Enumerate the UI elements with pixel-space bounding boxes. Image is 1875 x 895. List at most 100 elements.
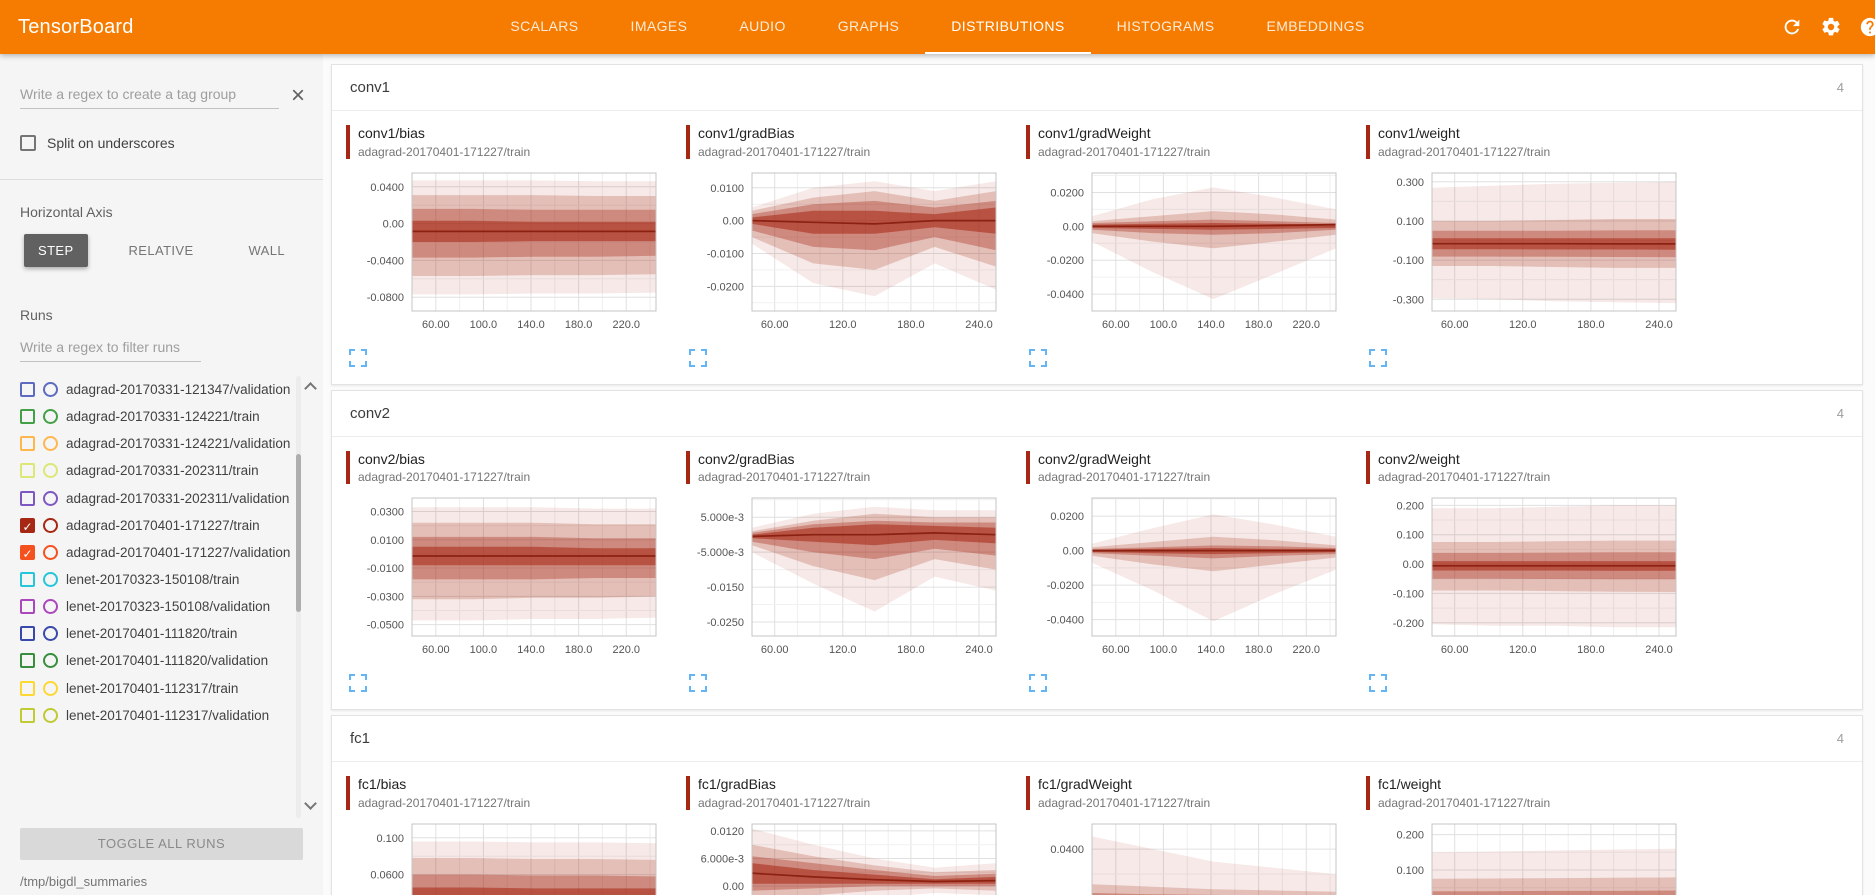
svg-text:0.00: 0.00 [723, 215, 744, 227]
expand-chart-button[interactable] [1028, 672, 1050, 694]
run-radio[interactable] [43, 544, 58, 560]
chart-card: fc1/gradBias adagrad-20170401-171227/trai… [678, 776, 1018, 895]
tag-group-conv2: conv2 4 conv2/bias adagrad-20170401-171227/… [331, 389, 1863, 710]
run-checkbox[interactable] [20, 626, 35, 642]
run-row[interactable]: adagrad-20170331-124221/validation [20, 430, 293, 457]
tag-group-name: conv1 [350, 79, 391, 96]
run-row[interactable]: adagrad-20170331-124221/train [20, 403, 293, 430]
tab-graphs[interactable]: GRAPHS [837, 18, 900, 34]
run-radio[interactable] [43, 707, 58, 723]
svg-text:0.00: 0.00 [1063, 894, 1084, 895]
run-regex-input[interactable] [20, 335, 201, 362]
run-row[interactable]: lenet-20170401-112317/validation [20, 702, 293, 729]
run-radio[interactable] [43, 490, 58, 506]
run-row[interactable]: lenet-20170401-112317/train [20, 675, 293, 702]
expand-chart-button[interactable] [688, 347, 710, 369]
tag-group-header[interactable]: fc1 4 [332, 716, 1862, 762]
expand-chart-button[interactable] [1028, 347, 1050, 369]
run-checkbox[interactable] [20, 409, 35, 425]
svg-text:-0.0800: -0.0800 [367, 292, 404, 304]
tab-scalars[interactable]: SCALARS [510, 18, 579, 34]
svg-text:120.0: 120.0 [1509, 644, 1537, 656]
run-radio[interactable] [43, 517, 58, 533]
tag-regex-input[interactable] [20, 82, 279, 109]
run-row[interactable]: adagrad-20170401-171227/train [20, 512, 293, 539]
run-name: adagrad-20170331-124221/train [66, 409, 260, 425]
svg-text:120.0: 120.0 [829, 319, 857, 331]
run-radio[interactable] [43, 409, 58, 425]
run-checkbox[interactable] [20, 382, 35, 397]
chart-tag-name: conv2/gradBias [698, 450, 795, 467]
scroll-down-icon[interactable] [304, 797, 317, 810]
run-radio[interactable] [43, 599, 58, 615]
run-row[interactable]: adagrad-20170331-202311/validation [20, 485, 293, 512]
svg-text:180.0: 180.0 [565, 644, 593, 656]
help-button[interactable] [1859, 15, 1875, 39]
run-radio[interactable] [43, 463, 58, 479]
svg-text:-0.0200: -0.0200 [707, 281, 744, 293]
tag-group-header[interactable]: conv1 4 [332, 65, 1862, 111]
expand-chart-button[interactable] [1368, 672, 1390, 694]
close-icon[interactable]: × [290, 81, 305, 109]
expand-chart-button[interactable] [348, 672, 370, 694]
run-checkbox[interactable] [20, 544, 35, 560]
run-checkbox[interactable] [20, 599, 35, 615]
run-row[interactable]: adagrad-20170401-171227/validation [20, 539, 293, 566]
run-row[interactable]: adagrad-20170331-202311/train [20, 457, 293, 484]
run-radio[interactable] [43, 626, 58, 642]
run-checkbox[interactable] [20, 707, 35, 723]
tag-group-header[interactable]: conv2 4 [332, 391, 1862, 437]
chart-card: conv2/gradWeight adagrad-20170401-171227/… [1018, 450, 1358, 700]
svg-text:100.0: 100.0 [470, 319, 498, 331]
svg-text:60.00: 60.00 [1102, 644, 1130, 656]
axis-step-button[interactable]: STEP [24, 234, 88, 267]
main-content: conv1 4 conv1/bias adagrad-20170401-171227/… [323, 54, 1875, 895]
scroll-up-icon[interactable] [304, 382, 317, 395]
tab-histograms[interactable]: HISTOGRAMS [1116, 18, 1215, 34]
svg-text:0.00: 0.00 [1063, 221, 1084, 233]
run-checkbox[interactable] [20, 436, 35, 452]
svg-text:-0.0500: -0.0500 [367, 620, 404, 632]
run-row[interactable]: lenet-20170323-150108/train [20, 566, 293, 593]
svg-text:140.0: 140.0 [517, 644, 545, 656]
svg-text:0.0100: 0.0100 [370, 535, 404, 547]
runs-scrollbar[interactable] [296, 454, 301, 612]
settings-button[interactable] [1820, 15, 1844, 39]
run-radio[interactable] [43, 436, 58, 452]
axis-wall-button[interactable]: WALL [234, 234, 299, 267]
run-row[interactable]: adagrad-20170331-121347/validation [20, 376, 293, 403]
run-checkbox[interactable] [20, 517, 35, 533]
axis-relative-button[interactable]: RELATIVE [114, 234, 207, 267]
run-checkbox[interactable] [20, 463, 35, 479]
run-row[interactable]: lenet-20170401-111820/validation [20, 647, 293, 674]
run-checkbox[interactable] [20, 680, 35, 696]
checkbox-icon[interactable] [20, 135, 36, 151]
run-checkbox[interactable] [20, 490, 35, 506]
run-radio[interactable] [43, 680, 58, 696]
tab-audio[interactable]: AUDIO [739, 18, 786, 34]
run-radio[interactable] [43, 571, 58, 587]
expand-chart-button[interactable] [688, 672, 710, 694]
run-row[interactable]: lenet-20170401-111820/train [20, 620, 293, 647]
svg-text:0.0100: 0.0100 [710, 182, 744, 194]
run-radio[interactable] [43, 382, 58, 397]
expand-chart-button[interactable] [1368, 347, 1390, 369]
refresh-button[interactable] [1781, 15, 1805, 39]
svg-text:100.0: 100.0 [1150, 644, 1178, 656]
svg-text:0.0600: 0.0600 [370, 869, 404, 881]
tag-group-count: 4 [1836, 731, 1844, 746]
run-radio[interactable] [43, 653, 58, 669]
split-underscores-option[interactable]: Split on underscores [20, 135, 303, 151]
run-row[interactable]: lenet-20170323-150108/validation [20, 593, 293, 620]
toggle-all-runs-button[interactable]: TOGGLE ALL RUNS [20, 828, 303, 860]
run-checkbox[interactable] [20, 653, 35, 669]
svg-text:6.000e-3: 6.000e-3 [701, 853, 744, 865]
tab-distributions[interactable]: DISTRIBUTIONS [925, 0, 1091, 54]
expand-chart-button[interactable] [348, 347, 370, 369]
svg-text:-5.000e-3: -5.000e-3 [697, 547, 744, 559]
run-checkbox[interactable] [20, 571, 35, 587]
tab-images[interactable]: IMAGES [630, 18, 688, 34]
tab-embeddings[interactable]: EMBEDDINGS [1266, 18, 1365, 34]
run-name: adagrad-20170401-171227/train [66, 517, 260, 533]
